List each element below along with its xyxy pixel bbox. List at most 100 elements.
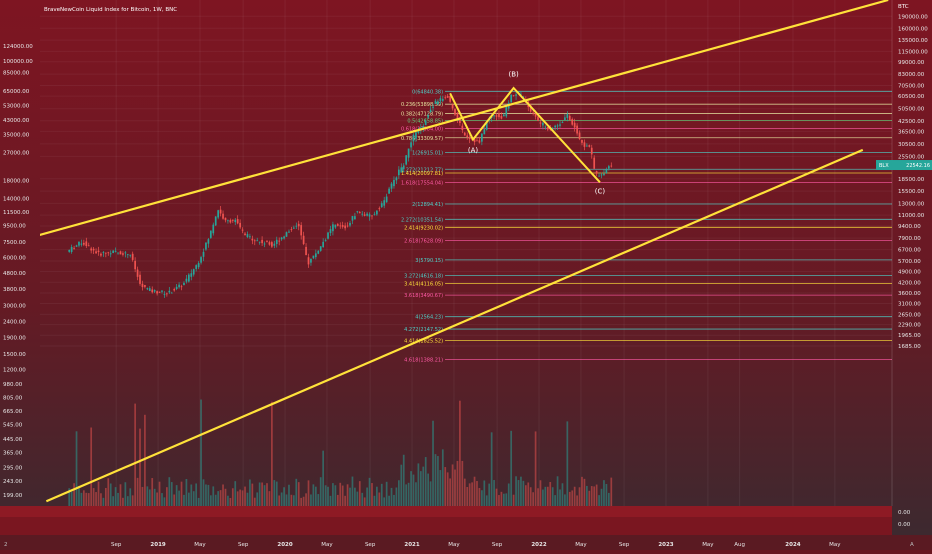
volume-bar [341, 485, 344, 506]
volume-bar [139, 428, 141, 506]
volume-bar [234, 481, 237, 506]
candle-body [478, 140, 481, 143]
volume-bar [180, 481, 183, 506]
candle-body [363, 214, 366, 216]
volume-bar [559, 489, 561, 506]
volume-bar [324, 485, 327, 506]
volume-bar [397, 480, 400, 506]
volume-bar [417, 463, 420, 506]
volume-bar [275, 481, 278, 506]
candle-body [175, 286, 178, 290]
fib-level-label: 3.414(4116.05) [404, 282, 443, 288]
volume-bar [432, 420, 434, 506]
volume-bar [573, 486, 576, 506]
candle-body [571, 119, 574, 125]
candle-body [610, 165, 613, 167]
left-price-axis[interactable]: 124000.00 100000.00 85000.00 65000.00 53000.… [3, 44, 33, 499]
candle-body [598, 175, 600, 177]
volume-bar [478, 487, 481, 506]
volume-bar [605, 484, 608, 506]
volume-bar [156, 492, 158, 506]
volume-bar [607, 492, 610, 506]
candle-body [112, 250, 115, 254]
right-price-axis[interactable]: 190000.00 160000.00 135000.00 115000.00 9900… [876, 0, 932, 506]
left-axis-tick: 4800.00 [3, 271, 26, 277]
price-badge [876, 160, 932, 171]
volume-bar [129, 488, 132, 506]
volume-bar [244, 486, 246, 506]
candle-body [417, 130, 420, 133]
candle-body [329, 229, 332, 234]
candle-body [185, 278, 188, 282]
volume-bar [117, 492, 119, 506]
volume-bar [310, 494, 312, 506]
volume-bar [271, 401, 273, 506]
fib-level-label: 4.414(1825.52) [404, 338, 443, 344]
volume-bar [490, 432, 493, 506]
volume-bar [454, 469, 456, 506]
candle-body [520, 93, 522, 95]
volume-bar [195, 483, 198, 506]
corner-right-label: A [910, 542, 914, 548]
candle-body [505, 106, 508, 117]
volume-bar [471, 482, 473, 506]
volume-bar [97, 481, 100, 506]
candle-body [424, 120, 427, 126]
candle-body [349, 222, 351, 226]
fib-level-label: 0.382(47128.79) [401, 112, 443, 118]
volume-bar [505, 493, 508, 506]
candle-body [134, 260, 136, 270]
candle-body [495, 115, 498, 117]
volume-bar [170, 482, 173, 506]
candle-body [168, 290, 171, 293]
time-axis[interactable]: Sep 2019 May Sep 2020 May Sep 2021 May Sep 2022 May… [0, 535, 932, 550]
candle-body [427, 115, 430, 118]
candle-body [456, 112, 459, 119]
volume-bar [266, 483, 268, 506]
wave-label: (B) [508, 71, 519, 79]
volume-bar [351, 476, 354, 506]
candle-body [207, 239, 210, 244]
volume-bar [317, 494, 320, 506]
candle-body [405, 155, 408, 165]
fib-level-label: 2.618(7628.09) [404, 239, 443, 245]
candle-body [307, 257, 310, 265]
candle-body [346, 225, 349, 227]
volume-bar [263, 485, 266, 506]
candle-body [144, 285, 146, 287]
volume-bar [441, 449, 444, 506]
left-axis-tick: 7500.00 [3, 240, 26, 246]
volume-bar [292, 495, 295, 506]
candle-body [439, 98, 442, 102]
candle-body [590, 147, 593, 155]
candle-body [205, 242, 207, 250]
candle-body [197, 263, 200, 268]
time-axis-tick: Sep [111, 542, 122, 548]
time-axis-tick: 2024 [785, 542, 800, 548]
time-axis-tick: 2020 [277, 542, 292, 548]
candle-body [544, 126, 547, 128]
candle-body [376, 210, 378, 215]
candle-body [244, 233, 246, 236]
time-axis-tick: 2021 [404, 542, 419, 548]
volume-bar [595, 484, 598, 506]
candle-body [187, 274, 190, 282]
candle-body [529, 105, 532, 112]
volume-bar [104, 487, 107, 506]
indicator-zero-label: 0.00 [898, 510, 911, 516]
candle-body [537, 116, 539, 121]
volume-bar [75, 431, 78, 506]
right-axis-tick: 190000.00 [898, 14, 928, 20]
volume-bar [256, 492, 259, 506]
volume-bar [80, 492, 83, 506]
volume-bar [358, 481, 361, 506]
candle-body [576, 125, 578, 134]
candle-body [332, 224, 334, 232]
candle-body [124, 252, 127, 254]
left-axis-tick: 365.00 [3, 451, 23, 457]
volume-bar [209, 495, 212, 506]
right-axis-tick: 60500.00 [898, 94, 925, 100]
candle-body [280, 237, 283, 240]
